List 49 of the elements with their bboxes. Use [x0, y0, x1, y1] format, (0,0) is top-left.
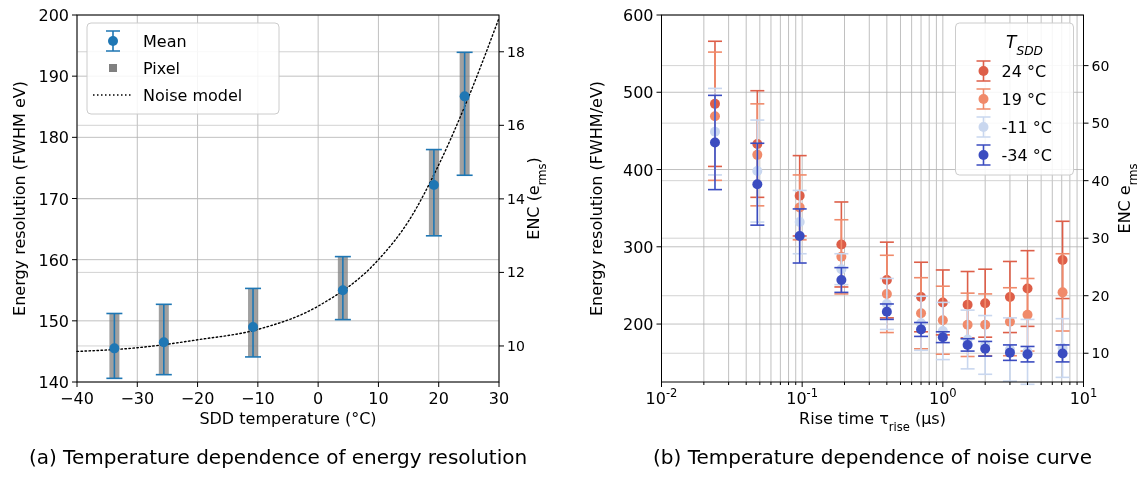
- y2-tick-label: 60: [1091, 57, 1110, 74]
- text: (a) Temperature dependence of energy resolution: [28, 445, 528, 469]
- y2-tick-label: 50: [1091, 115, 1110, 132]
- y-tick-label: 170: [38, 189, 69, 209]
- x-tick-label: 20: [428, 389, 449, 408]
- y2-tick-label: 16: [507, 117, 525, 134]
- y-tick-label: 600: [622, 6, 654, 25]
- x-tick-label: 0: [313, 389, 324, 408]
- legend-label: 24 °C: [1001, 62, 1047, 81]
- y2-tick-label: 12: [507, 264, 525, 281]
- legend-label: Noise model: [143, 86, 243, 105]
- x-tick-label: 10$^{-1}$: [786, 386, 819, 408]
- y-axis-title: Energy resolution (FWHM eV): [10, 81, 29, 316]
- text: (b) Temperature dependence of noise curve: [653, 445, 1092, 469]
- legend-label: 19 °C: [1001, 90, 1047, 109]
- x-tick-label: −40: [60, 389, 94, 408]
- y2-tick-label: 20: [1091, 287, 1110, 304]
- x-tick-label: −30: [120, 389, 155, 408]
- y-tick-label: 500: [622, 83, 654, 103]
- y2-tick-label: 10: [1091, 345, 1110, 362]
- y2-tick-label: 10: [507, 337, 525, 354]
- y-tick-label: 150: [38, 311, 69, 331]
- x-axis-title: SDD temperature (°C): [199, 409, 377, 428]
- y2-tick-label: 18: [507, 43, 525, 60]
- y-tick-label: 200: [38, 6, 69, 25]
- y-tick-label: 200: [622, 315, 654, 335]
- legend-label: -34 °C: [1001, 146, 1052, 165]
- y-axis-title: Energy resolution (FWHM/eV): [586, 80, 606, 317]
- legend-label: -11 °C: [1001, 118, 1052, 137]
- x-tick-label: 10$^{1}$: [1069, 386, 1098, 408]
- y-tick-label: 180: [38, 128, 69, 148]
- x-tick-label: 10: [368, 389, 389, 408]
- x-tick-label: 30: [488, 389, 510, 408]
- y-tick-label: 190: [38, 67, 69, 87]
- x-tick-label: −10: [240, 389, 275, 408]
- y-tick-label: 140: [38, 373, 69, 392]
- y-tick-label: 300: [622, 237, 654, 257]
- x-axis-title: Rise time τ$_{rise}$ (µs): [799, 409, 946, 434]
- y2-tick-label: 14: [507, 190, 525, 207]
- legend-label: Pixel: [143, 59, 181, 78]
- x-tick-label: −20: [180, 389, 215, 408]
- y-tick-label: 400: [622, 160, 654, 180]
- legend-title: T$_{SDD}$: [1006, 32, 1043, 58]
- x-tick-label: 10$^{0}$: [928, 386, 957, 408]
- y2-tick-label: 40: [1091, 172, 1110, 189]
- x-tick-label: 10$^{-2}$: [645, 386, 678, 408]
- y2-tick-label: 30: [1091, 230, 1110, 247]
- legend-label: Mean: [143, 32, 187, 51]
- y-tick-label: 160: [38, 250, 69, 270]
